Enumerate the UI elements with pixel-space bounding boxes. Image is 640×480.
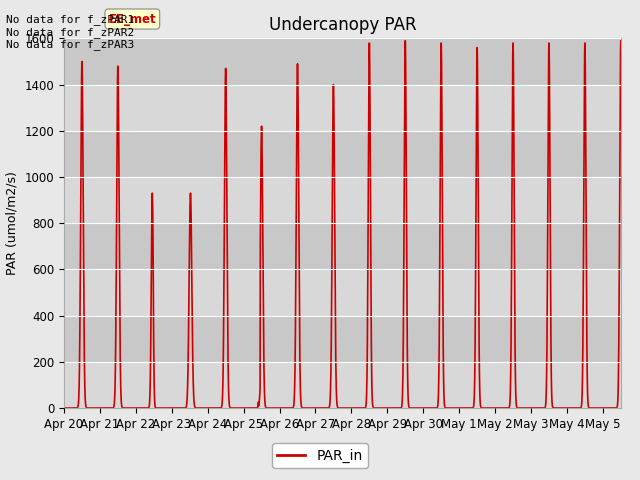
Bar (64, 131, 621, 177)
Bar (64, 38, 621, 84)
Bar (64, 177, 621, 223)
Text: EE_met: EE_met (109, 12, 156, 25)
Text: No data for f_zPAR1
No data for f_zPAR2
No data for f_zPAR3: No data for f_zPAR1 No data for f_zPAR2 … (6, 14, 134, 50)
Title: Undercanopy PAR: Undercanopy PAR (269, 16, 416, 34)
Bar (64, 316, 621, 362)
Y-axis label: PAR (umol/m2/s): PAR (umol/m2/s) (6, 171, 19, 275)
Legend: PAR_in: PAR_in (272, 443, 368, 468)
Bar (64, 84, 621, 131)
Bar (64, 269, 621, 316)
Bar (64, 362, 621, 408)
Bar (64, 223, 621, 269)
